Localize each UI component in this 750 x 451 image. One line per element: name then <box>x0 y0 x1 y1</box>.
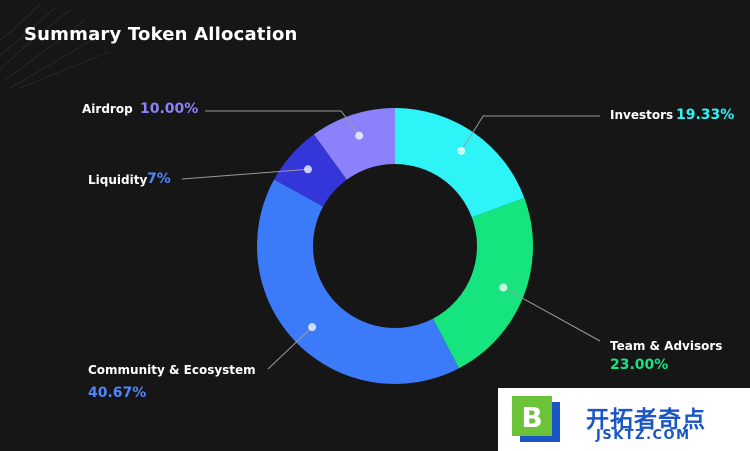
label-investors-value: 19.33% <box>676 107 735 123</box>
label-investors-name: Investors <box>610 108 674 122</box>
label-team-name: Team & Advisors <box>610 339 723 353</box>
slice-team-advisors <box>433 197 533 369</box>
slice-marker-dot <box>457 146 466 155</box>
label-airdrop-name: Airdrop <box>82 102 133 116</box>
leader-line <box>460 115 600 152</box>
leader-line <box>205 110 360 136</box>
leader-line <box>267 326 313 370</box>
slice-airdrop <box>313 108 395 180</box>
slice-marker-dot <box>303 165 312 174</box>
watermark-logo-icon: B <box>512 396 560 442</box>
label-community-value: 40.67% <box>88 385 147 401</box>
slice-community-ecosystem <box>256 179 459 385</box>
slice-marker-dot <box>308 323 317 332</box>
watermark-text: 开拓者奇点 <box>586 407 706 433</box>
watermark-url: JSKTZ.COM <box>596 428 691 443</box>
leader-line <box>181 168 309 180</box>
label-community-name: Community & Ecosystem <box>88 363 256 377</box>
watermark: B 开拓者奇点 JSKTZ.COM <box>498 388 750 451</box>
chart-title: Summary Token Allocation <box>24 24 298 45</box>
slice-marker-dot <box>355 131 364 140</box>
label-airdrop-value: 10.00% <box>140 101 199 117</box>
decorative-texture <box>0 0 110 95</box>
slice-investors <box>395 108 525 218</box>
label-team-value: 23.00% <box>610 357 669 373</box>
label-liquidity-name: Liquidity <box>88 173 148 187</box>
watermark-logo-letter: B <box>521 401 542 434</box>
leader-line <box>503 287 601 342</box>
label-liquidity-value: 7% <box>147 171 171 187</box>
slice-marker-dot <box>499 283 508 292</box>
